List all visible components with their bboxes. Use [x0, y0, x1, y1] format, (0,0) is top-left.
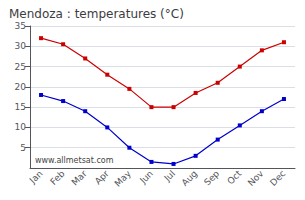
svg-text:Mendoza : temperatures (°C): Mendoza : temperatures (°C) [9, 7, 184, 21]
svg-text:Mar: Mar [70, 168, 89, 187]
svg-text:Jul: Jul [162, 168, 177, 183]
svg-text:15: 15 [15, 102, 26, 112]
svg-text:35: 35 [15, 21, 26, 31]
svg-text:30: 30 [15, 41, 27, 51]
svg-text:Feb: Feb [48, 168, 67, 187]
svg-text:Nov: Nov [246, 168, 266, 188]
svg-text:5: 5 [20, 143, 26, 153]
svg-text:Sep: Sep [202, 168, 221, 187]
svg-text:Oct: Oct [225, 168, 243, 186]
svg-text:20: 20 [15, 82, 27, 92]
svg-text:www.allmetsat.com: www.allmetsat.com [35, 156, 114, 165]
svg-text:Aug: Aug [180, 168, 199, 187]
svg-text:Apr: Apr [93, 168, 111, 186]
svg-text:Dec: Dec [268, 168, 287, 187]
svg-text:25: 25 [15, 62, 26, 72]
svg-text:Jan: Jan [27, 168, 45, 186]
svg-text:Jun: Jun [137, 168, 155, 186]
svg-text:May: May [113, 168, 134, 189]
svg-text:10: 10 [15, 122, 27, 132]
